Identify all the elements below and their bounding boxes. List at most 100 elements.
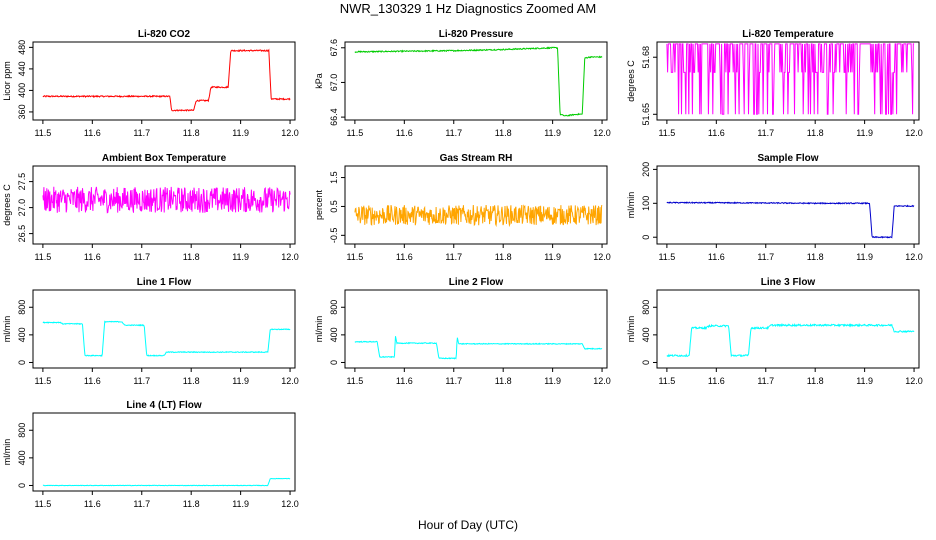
- plot-frame-ambient: [32, 165, 296, 245]
- x-tick-label-line2: 11.5: [346, 376, 363, 386]
- x-tick-label-sample: 11.7: [757, 252, 774, 262]
- panel-ambient: Ambient Box Temperature degrees C 11.5 11.6…: [2, 153, 299, 262]
- x-tick-label-line1: 11.5: [34, 376, 51, 386]
- y-axis-label-pressure: kPa: [314, 73, 324, 89]
- x-tick-label-sample: 11.5: [658, 252, 675, 262]
- y-tick-label-line1: 400: [17, 327, 27, 342]
- x-tick-label-pressure: 11.8: [495, 128, 512, 138]
- x-tick-label-line2: 11.9: [544, 376, 561, 386]
- y-tick-label-temperature: 51.65: [641, 103, 651, 126]
- series-line-line4: [42, 477, 291, 487]
- x-tick-label-line3: 12.0: [905, 376, 923, 386]
- plot-frame-line3: [656, 289, 920, 369]
- plot-frame-sample: [656, 165, 920, 245]
- x-tick-label-line1: 11.7: [133, 376, 150, 386]
- panel-temperature: Li-820 Temperature degrees C 11.5 11.6 11.7 1…: [626, 29, 923, 138]
- series-line-co2: [42, 48, 291, 112]
- y-tick-label-co2: 360: [17, 104, 27, 119]
- y-tick-label-rh: 1.5: [329, 171, 339, 184]
- panel-title-pressure: Li-820 Pressure: [439, 29, 514, 40]
- y-tick-label-temperature: 51.68: [641, 46, 651, 69]
- x-tick-label-line2: 11.8: [495, 376, 512, 386]
- panel-line4: Line 4 (LT) Flow ml/min 11.5 11.6 11.7 11.8 11…: [2, 400, 299, 509]
- y-tick-label-rh: 0.5: [329, 200, 339, 213]
- plot-frame-line4: [32, 412, 296, 492]
- plot-frame-line2: [344, 289, 608, 369]
- y-axis-label-line4: ml/min: [2, 439, 12, 466]
- y-tick-label-line4: 0: [17, 483, 27, 488]
- panel-title-temperature: Li-820 Temperature: [742, 29, 834, 40]
- y-axis-label-temperature: degrees C: [626, 60, 636, 102]
- series-line-line3: [666, 322, 915, 358]
- x-tick-label-co2: 12.0: [281, 128, 299, 138]
- x-tick-label-line3: 11.8: [807, 376, 824, 386]
- x-tick-label-sample: 11.6: [708, 252, 725, 262]
- x-tick-label-temperature: 11.9: [856, 128, 873, 138]
- y-tick-label-sample: 200: [641, 162, 651, 177]
- x-tick-label-temperature: 11.5: [658, 128, 675, 138]
- x-tick-label-rh: 11.5: [346, 252, 363, 262]
- panel-title-line1: Line 1 Flow: [137, 277, 192, 288]
- y-tick-label-co2: 440: [17, 61, 27, 76]
- y-tick-label-co2: 400: [17, 83, 27, 98]
- x-tick-label-sample: 11.8: [807, 252, 824, 262]
- x-tick-label-pressure: 11.7: [445, 128, 462, 138]
- panel-title-line2: Line 2 Flow: [449, 277, 504, 288]
- series-line-rh: [354, 204, 603, 228]
- x-tick-label-pressure: 12.0: [593, 128, 611, 138]
- series-line-line2: [354, 336, 603, 360]
- x-tick-label-co2: 11.7: [133, 128, 150, 138]
- page-title: NWR_130329 1 Hz Diagnostics Zoomed AM: [339, 1, 597, 16]
- x-tick-label-ambient: 12.0: [281, 252, 299, 262]
- y-tick-label-line4: 400: [17, 450, 27, 465]
- panel-line2: Line 2 Flow ml/min 11.5 11.6 11.7 11.8 11.9 12.…: [314, 277, 611, 386]
- series-line-line1: [42, 320, 291, 357]
- x-tick-label-temperature: 12.0: [905, 128, 923, 138]
- y-tick-label-rh: -0.5: [329, 228, 339, 244]
- series-line-sample: [666, 201, 915, 239]
- x-tick-label-line1: 12.0: [281, 376, 299, 386]
- plot-frame-co2: [32, 41, 296, 121]
- y-tick-label-line2: 800: [329, 300, 339, 315]
- x-tick-label-line4: 11.6: [84, 499, 101, 509]
- y-tick-label-ambient: 26.5: [17, 225, 27, 243]
- x-tick-label-line2: 12.0: [593, 376, 611, 386]
- series-line-ambient: [42, 186, 291, 214]
- x-tick-label-line2: 11.6: [396, 376, 413, 386]
- x-tick-label-line2: 11.7: [445, 376, 462, 386]
- y-axis-label-line2: ml/min: [314, 316, 324, 343]
- y-axis-label-line1: ml/min: [2, 316, 12, 343]
- y-tick-label-line3: 800: [641, 300, 651, 315]
- y-axis-label-sample: ml/min: [626, 192, 636, 219]
- x-tick-label-co2: 11.6: [84, 128, 101, 138]
- x-tick-label-line1: 11.9: [232, 376, 249, 386]
- panel-title-rh: Gas Stream RH: [440, 153, 513, 164]
- x-tick-label-co2: 11.5: [34, 128, 51, 138]
- x-tick-label-pressure: 11.9: [544, 128, 561, 138]
- y-tick-label-sample: 0: [641, 235, 651, 240]
- x-tick-label-line3: 11.7: [757, 376, 774, 386]
- plot-frame-temperature: [656, 41, 920, 121]
- y-tick-label-line3: 400: [641, 327, 651, 342]
- x-tick-label-ambient: 11.8: [183, 252, 200, 262]
- plot-frame-line1: [32, 289, 296, 369]
- panel-title-ambient: Ambient Box Temperature: [102, 153, 227, 164]
- x-tick-label-ambient: 11.9: [232, 252, 249, 262]
- y-tick-label-ambient: 27.5: [17, 173, 27, 191]
- panel-rh: Gas Stream RH percent 11.5 11.6 11.7 11.8 11.9…: [314, 153, 611, 262]
- y-axis-label-co2: Licor ppm: [2, 61, 12, 101]
- y-tick-label-pressure: 66.4: [329, 108, 339, 126]
- panel-title-line4: Line 4 (LT) Flow: [126, 400, 202, 411]
- panel-sample: Sample Flow ml/min 11.5 11.6 11.7 11.8 11.9 12.…: [626, 153, 923, 262]
- plot-frame-rh: [344, 165, 608, 245]
- y-tick-label-line2: 0: [329, 360, 339, 365]
- x-tick-label-pressure: 11.6: [396, 128, 413, 138]
- series-line-pressure: [354, 46, 603, 117]
- y-axis-label-ambient: degrees C: [2, 184, 12, 226]
- panel-line3: Line 3 Flow ml/min 11.5 11.6 11.7 11.8 11.9 12.…: [626, 277, 923, 386]
- panel-title-sample: Sample Flow: [757, 153, 818, 164]
- x-tick-label-line4: 11.7: [133, 499, 150, 509]
- x-tick-label-temperature: 11.8: [807, 128, 824, 138]
- x-tick-label-ambient: 11.5: [34, 252, 51, 262]
